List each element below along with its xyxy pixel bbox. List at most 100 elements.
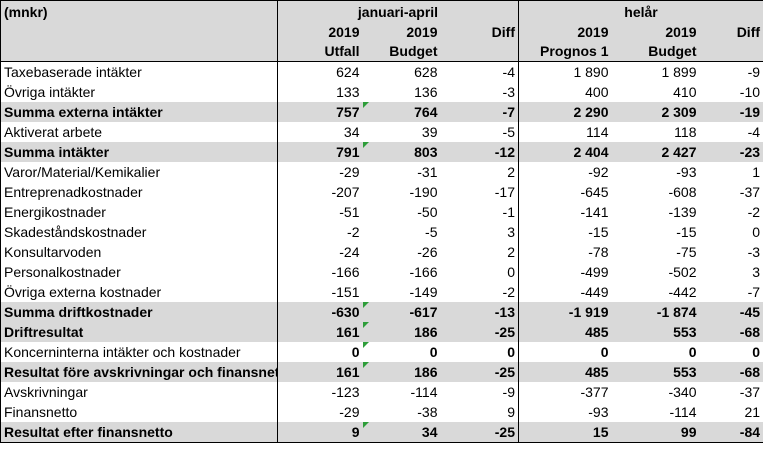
row-value[interactable]: 161 [277, 322, 363, 342]
row-value[interactable]: 39 [362, 122, 441, 142]
row-value[interactable]: -166 [362, 262, 441, 282]
row-value[interactable]: -75 [611, 242, 700, 262]
row-value[interactable]: 2 [440, 162, 519, 182]
row-value[interactable]: 628 [362, 61, 441, 82]
row-value[interactable]: 0 [518, 342, 612, 362]
row-value[interactable]: -51 [277, 202, 363, 222]
row-value[interactable]: 2 [440, 242, 519, 262]
row-value[interactable]: -617 [362, 302, 441, 322]
row-value[interactable]: 757 [277, 102, 363, 122]
row-label[interactable]: Driftresultat [0, 322, 278, 342]
row-value[interactable]: -1 919 [518, 302, 612, 322]
row-value[interactable]: -68 [699, 322, 763, 342]
row-value[interactable]: -2 [699, 202, 763, 222]
row-value[interactable]: -26 [362, 242, 441, 262]
row-value[interactable]: -2 [440, 282, 519, 302]
row-value[interactable]: -7 [440, 102, 519, 122]
comment-indicator-icon[interactable] [362, 322, 369, 328]
row-label[interactable]: Taxebaserade intäkter [0, 61, 278, 82]
row-value[interactable]: -78 [518, 242, 612, 262]
row-label[interactable]: Entreprenadkostnader [0, 182, 278, 202]
row-value[interactable]: -377 [518, 382, 612, 402]
row-value[interactable]: 114 [518, 122, 612, 142]
row-value[interactable]: -38 [362, 402, 441, 422]
row-value[interactable]: -3 [699, 242, 763, 262]
row-value[interactable]: -139 [611, 202, 700, 222]
row-value[interactable]: -19 [699, 102, 763, 122]
row-value[interactable]: 485 [518, 362, 612, 382]
row-value[interactable]: -4 [699, 122, 763, 142]
row-value[interactable]: 791 [277, 142, 363, 162]
row-value[interactable]: 1 [699, 162, 763, 182]
row-value[interactable]: 0 [699, 222, 763, 242]
row-value[interactable]: 624 [277, 61, 363, 82]
row-value[interactable]: -37 [699, 382, 763, 402]
row-value[interactable]: 34 [362, 422, 441, 443]
row-value[interactable]: -15 [611, 222, 700, 242]
row-value[interactable]: 15 [518, 422, 612, 443]
row-value[interactable]: 9 [440, 402, 519, 422]
row-value[interactable]: -68 [699, 362, 763, 382]
row-value[interactable]: -37 [699, 182, 763, 202]
row-label[interactable]: Summa intäkter [0, 142, 278, 162]
row-value[interactable]: -4 [440, 61, 519, 82]
row-value[interactable]: -2 [277, 222, 363, 242]
row-value[interactable]: 485 [518, 322, 612, 342]
row-value[interactable]: -45 [699, 302, 763, 322]
row-value[interactable]: -340 [611, 382, 700, 402]
row-label[interactable]: Finansnetto [0, 402, 278, 422]
row-value[interactable]: -25 [440, 422, 519, 443]
row-value[interactable]: 2 290 [518, 102, 612, 122]
row-label[interactable]: Resultat före avskrivningar och finansne… [0, 362, 278, 382]
row-value[interactable]: -114 [611, 402, 700, 422]
row-label[interactable]: Personalkostnader [0, 262, 278, 282]
row-label[interactable]: Resultat efter finansnetto [0, 422, 278, 443]
row-value[interactable]: -449 [518, 282, 612, 302]
row-label[interactable]: Avskrivningar [0, 382, 278, 402]
row-value[interactable]: 0 [440, 342, 519, 362]
row-value[interactable]: -114 [362, 382, 441, 402]
row-value[interactable]: 99 [611, 422, 700, 443]
comment-indicator-icon[interactable] [362, 102, 369, 108]
row-value[interactable]: -5 [440, 122, 519, 142]
row-value[interactable]: -93 [611, 162, 700, 182]
row-value[interactable]: -7 [699, 282, 763, 302]
comment-indicator-icon[interactable] [362, 302, 369, 308]
comment-indicator-icon[interactable] [362, 422, 369, 428]
comment-indicator-icon[interactable] [362, 142, 369, 148]
row-value[interactable]: -149 [362, 282, 441, 302]
row-value[interactable]: 803 [362, 142, 441, 162]
row-value[interactable]: -29 [277, 162, 363, 182]
row-value[interactable]: 118 [611, 122, 700, 142]
row-value[interactable]: 2 427 [611, 142, 700, 162]
row-value[interactable]: 161 [277, 362, 363, 382]
row-value[interactable]: -23 [699, 142, 763, 162]
row-value[interactable]: 133 [277, 82, 363, 102]
row-value[interactable]: 553 [611, 362, 700, 382]
row-value[interactable]: 136 [362, 82, 441, 102]
row-label[interactable]: Varor/Material/Kemikalier [0, 162, 278, 182]
row-value[interactable]: -13 [440, 302, 519, 322]
row-label[interactable]: Energikostnader [0, 202, 278, 222]
row-value[interactable]: 410 [611, 82, 700, 102]
row-value[interactable]: -84 [699, 422, 763, 443]
row-value[interactable]: 553 [611, 322, 700, 342]
row-value[interactable]: -93 [518, 402, 612, 422]
row-value[interactable]: 9 [277, 422, 363, 443]
row-value[interactable]: -1 874 [611, 302, 700, 322]
row-label[interactable]: Summa externa intäkter [0, 102, 278, 122]
row-value[interactable]: 3 [440, 222, 519, 242]
row-value[interactable]: 1 890 [518, 61, 612, 82]
row-value[interactable]: -630 [277, 302, 363, 322]
row-value[interactable]: 0 [362, 342, 441, 362]
row-value[interactable]: -190 [362, 182, 441, 202]
row-value[interactable]: -9 [699, 61, 763, 82]
row-value[interactable]: -442 [611, 282, 700, 302]
row-label[interactable]: Aktiverat arbete [0, 122, 278, 142]
row-value[interactable]: -141 [518, 202, 612, 222]
row-value[interactable]: -12 [440, 142, 519, 162]
row-value[interactable]: 2 404 [518, 142, 612, 162]
row-value[interactable]: -10 [699, 82, 763, 102]
comment-indicator-icon[interactable] [362, 342, 369, 348]
row-value[interactable]: -499 [518, 262, 612, 282]
